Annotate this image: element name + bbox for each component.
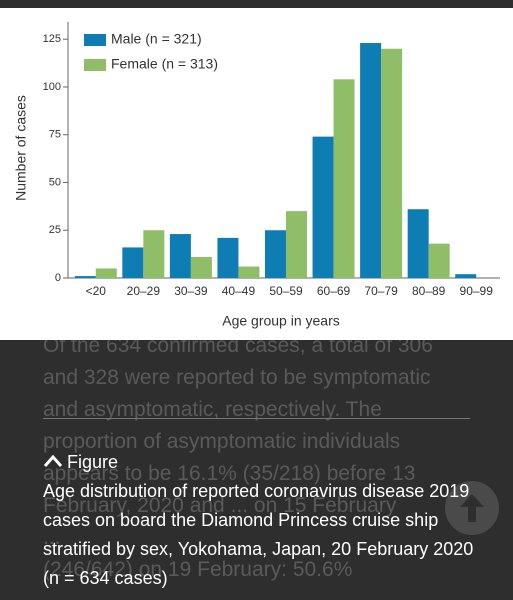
- bar: [143, 230, 165, 278]
- y-tick-label: 50: [49, 176, 61, 188]
- bar: [360, 43, 382, 279]
- article-line: (246/642) on 19 February: 50.6%: [43, 558, 353, 581]
- bar: [95, 268, 117, 278]
- bar: [74, 276, 96, 278]
- y-tick-label: 75: [49, 129, 61, 141]
- caption-text: Age distribution of reported coronavirus…: [43, 481, 474, 588]
- x-tick-label: 90–99: [460, 284, 494, 298]
- x-tick-label: <20: [86, 284, 107, 298]
- x-tick-label: 50–59: [269, 284, 303, 298]
- x-tick-label: 70–79: [364, 284, 398, 298]
- bar: [122, 247, 144, 278]
- x-tick-label: 30–39: [174, 284, 208, 298]
- y-tick-label: 25: [49, 224, 61, 236]
- bar: [190, 256, 212, 278]
- bar: [455, 274, 477, 278]
- scroll-top-button[interactable]: [444, 480, 500, 536]
- bar: [286, 211, 307, 278]
- figure-panel: Number of cases Age group in years 0 25 50…: [0, 8, 513, 340]
- article-line: and 328 were reported to be symptomatic: [43, 366, 431, 389]
- bar: [265, 230, 286, 278]
- chart: Number of cases Age group in years 0 25 50…: [13, 22, 500, 329]
- article-line: proportion of asymptomatic individuals: [43, 430, 401, 453]
- figure-label: Figure: [67, 452, 119, 472]
- x-tick-label: 60–69: [317, 284, 351, 298]
- legend-label: Female (n = 313): [111, 56, 218, 72]
- bar: [428, 243, 450, 278]
- y-axis-label: Number of cases: [13, 95, 29, 201]
- figure-toggle[interactable]: Figure: [43, 448, 483, 477]
- divider: [43, 418, 470, 419]
- y-tick-label: 100: [43, 81, 61, 93]
- x-tick-label: 20–29: [127, 284, 161, 298]
- bar: [169, 234, 191, 278]
- x-axis-label: Age group in years: [222, 313, 340, 329]
- article-line: appears to be 16.1% (35/218) before 13: [43, 462, 416, 485]
- x-tick-label: 40–49: [222, 284, 256, 298]
- bar: [312, 136, 334, 278]
- article-text: Of the 634 confirmed cases, a total of 3…: [43, 330, 483, 586]
- y-tick-label: 0: [55, 272, 61, 284]
- article-line: February, 2020 and ... on 15 February: [43, 494, 397, 517]
- bar: [238, 266, 260, 278]
- legend-swatch: [84, 34, 106, 46]
- arrow-icon: [460, 494, 484, 522]
- figure-caption: Figure Age distribution of reported coro…: [43, 448, 483, 593]
- x-tick-label: 80–89: [412, 284, 446, 298]
- article-line: ...: [43, 526, 61, 549]
- bar: [333, 79, 355, 278]
- article-line: and asymptomatic, respectively. The: [43, 398, 382, 421]
- bar: [217, 237, 239, 278]
- bar: [381, 48, 403, 278]
- legend-swatch: [84, 59, 106, 71]
- bar: [407, 209, 429, 278]
- chevron-icon: [43, 454, 63, 467]
- y-tick-label: 125: [43, 33, 61, 45]
- legend-label: Male (n = 321): [111, 31, 202, 47]
